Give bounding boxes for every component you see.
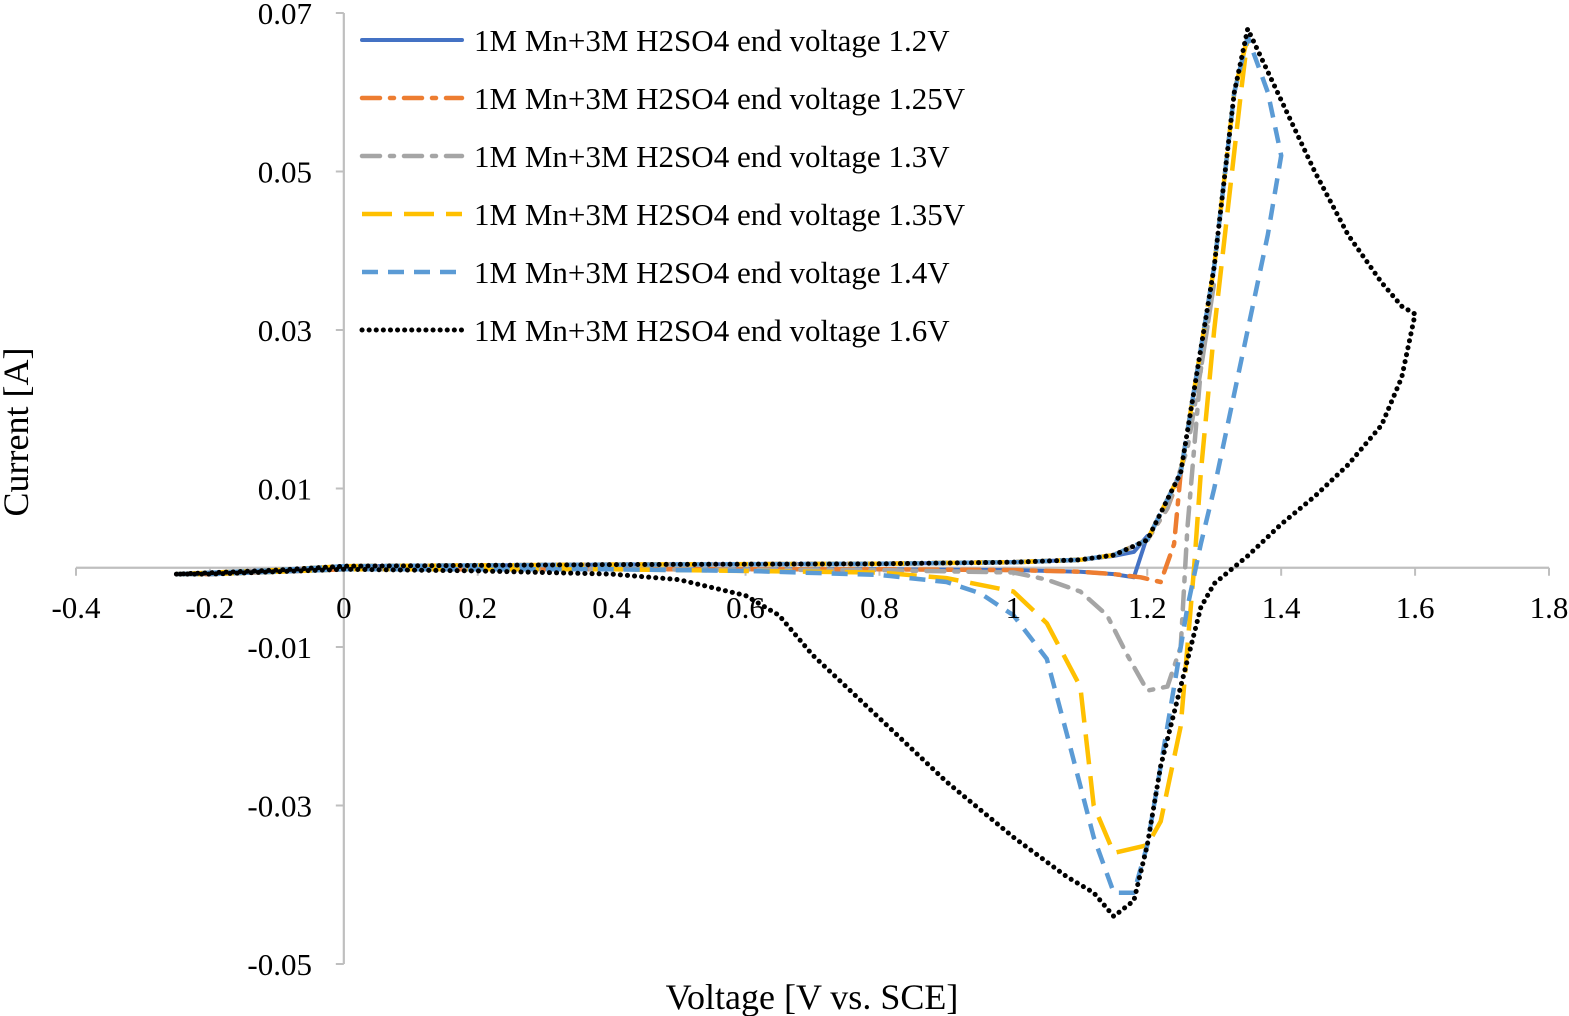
y-tick-label: 0.01 (258, 472, 312, 507)
legend-label-2: 1M Mn+3M H2SO4 end voltage 1.25V (474, 81, 966, 116)
x-tick-label: 1 (1006, 590, 1022, 625)
y-tick-label: -0.05 (247, 947, 312, 982)
series-lines (173, 26, 1418, 919)
legend-label-3: 1M Mn+3M H2SO4 end voltage 1.3V (474, 139, 950, 174)
y-tick-label: -0.01 (247, 630, 312, 665)
x-tick-label: 0.4 (592, 590, 631, 625)
series-line-4 (176, 34, 1250, 856)
legend: 1M Mn+3M H2SO4 end voltage 1.2V 1M Mn+3M … (359, 23, 966, 348)
x-tick-label: 1.2 (1128, 590, 1167, 625)
y-tick-label: 0.07 (258, 0, 312, 31)
x-tick-label: -0.4 (51, 590, 101, 625)
legend-label-6: 1M Mn+3M H2SO4 end voltage 1.6V (474, 313, 950, 348)
x-tick-label: 1.6 (1396, 590, 1435, 625)
legend-label-4: 1M Mn+3M H2SO4 end voltage 1.35V (474, 197, 966, 232)
x-tick-label: 0.2 (458, 590, 497, 625)
x-axis-title: Voltage [V vs. SCE] (666, 977, 959, 1016)
x-tick-label: 1.8 (1530, 590, 1569, 625)
y-tick-label: -0.03 (247, 789, 312, 824)
y-tick-label: 0.05 (258, 155, 312, 190)
legend-label-5: 1M Mn+3M H2SO4 end voltage 1.4V (474, 255, 950, 290)
x-tick-label: 0.8 (860, 590, 899, 625)
x-tick-label: 0.6 (726, 590, 765, 625)
y-tick-label: 0.03 (258, 313, 312, 348)
y-axis-title: Current [A] (0, 348, 36, 517)
tick-labels: -0.4 -0.2 0 0.2 0.4 0.6 0.8 1 1.2 1.4 1.6 1.8 -0.05 -… (51, 0, 1568, 982)
x-tick-label: 1.4 (1262, 590, 1301, 625)
legend-label-1: 1M Mn+3M H2SO4 end voltage 1.2V (474, 23, 950, 58)
x-tick-label: -0.2 (185, 590, 234, 625)
x-tick-label: 0 (336, 590, 352, 625)
